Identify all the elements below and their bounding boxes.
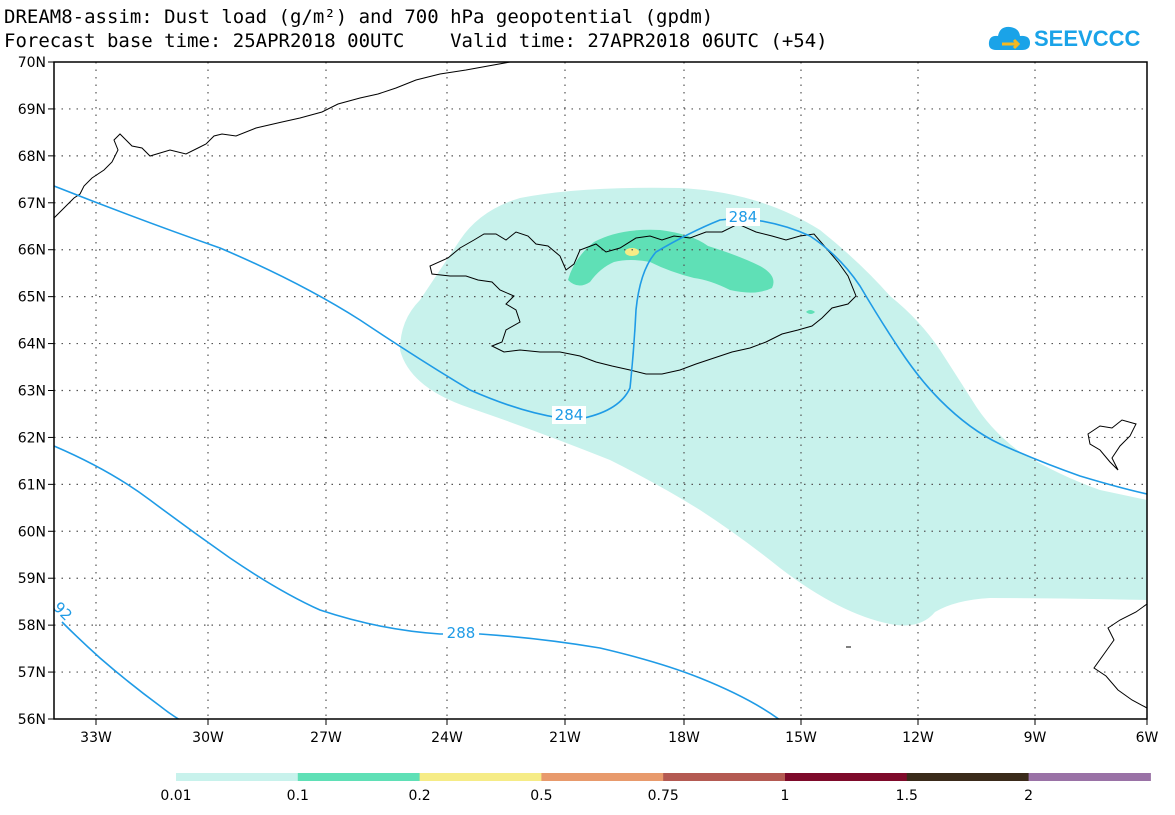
- contour-288: [54, 445, 780, 719]
- dust-area-high: [625, 248, 639, 256]
- lon-label: 15W: [785, 730, 817, 746]
- lon-label: 21W: [549, 730, 581, 746]
- legend-swatch: [906, 773, 1030, 781]
- contour-label: 284: [555, 406, 584, 424]
- logo-text: SEEVCCC: [1034, 26, 1141, 51]
- lat-label: 56N: [18, 712, 46, 728]
- lon-label: 9W: [1024, 730, 1047, 746]
- lon-label: 6W: [1136, 730, 1159, 746]
- lat-label: 62N: [18, 430, 46, 446]
- lat-label: 60N: [18, 524, 46, 540]
- legend-label: 1.5: [896, 788, 918, 804]
- lon-label: 18W: [668, 730, 700, 746]
- legend-label: 0.5: [530, 788, 552, 804]
- dust-area-mid: [568, 229, 774, 293]
- legend-swatch: [176, 773, 299, 781]
- lat-label: 59N: [18, 571, 46, 587]
- legend-swatch: [1028, 773, 1151, 781]
- contour-labels: 284 284 288 92: [54, 208, 760, 642]
- map-subtitle: Forecast base time: 25APR2018 00UTC Vali…: [4, 30, 828, 52]
- greenland-coast: [54, 62, 511, 219]
- legend-label: 1: [781, 788, 790, 804]
- map-grid: [54, 62, 1147, 719]
- legend-swatch: [663, 773, 786, 781]
- latitude-labels: 70N 69N 68N 67N 66N 65N 64N 63N 62N 61N 60N 59N 58N 5…: [18, 55, 46, 728]
- lat-label: 67N: [18, 196, 46, 212]
- lat-label: 58N: [18, 618, 46, 634]
- lat-label: 66N: [18, 243, 46, 259]
- legend-label: 0.75: [648, 788, 679, 804]
- legend-label: 2: [1024, 788, 1033, 804]
- dust-area-mid-spot: [806, 310, 815, 314]
- lat-label: 57N: [18, 665, 46, 681]
- lon-label: 27W: [310, 730, 342, 746]
- contour-284: [54, 185, 1147, 495]
- legend-label: 0.1: [287, 788, 309, 804]
- longitude-labels: 33W 30W 27W 24W 21W 18W 15W 12W 9W 6W: [80, 730, 1158, 746]
- scotland-coast: [1093, 603, 1147, 709]
- contour-label: 284: [729, 208, 758, 226]
- legend-swatch: [785, 773, 908, 781]
- map-content: 284 284 288 92: [54, 62, 1147, 719]
- geopotential-contours: [54, 185, 1147, 719]
- lat-label: 61N: [18, 477, 46, 493]
- legend-swatch: [297, 773, 421, 781]
- legend-label: 0.2: [408, 788, 430, 804]
- lat-label: 65N: [18, 290, 46, 306]
- seevccc-logo: SEEVCCC: [988, 20, 1158, 60]
- lat-label: 63N: [18, 384, 46, 400]
- map-title: DREAM8-assim: Dust load (g/m²) and 700 h…: [4, 6, 714, 28]
- lon-label: 12W: [902, 730, 934, 746]
- iceland-coast: [429, 223, 857, 375]
- cloud-icon: [988, 26, 1030, 50]
- legend-swatch: [541, 773, 664, 781]
- lon-label: 24W: [431, 730, 463, 746]
- lon-label: 30W: [192, 730, 224, 746]
- color-legend: 0.01 0.1 0.2 0.5 0.75 1 1.5 2: [160, 773, 1151, 804]
- legend-label: 0.01: [160, 788, 191, 804]
- faroe-coast: [1087, 419, 1137, 471]
- lat-label: 68N: [18, 149, 46, 165]
- contour-292: [61, 621, 180, 719]
- coastlines: [54, 62, 1147, 709]
- legend-swatch: [419, 773, 542, 781]
- lat-label: 69N: [18, 102, 46, 118]
- lat-label: 70N: [18, 55, 46, 71]
- lon-label: 33W: [80, 730, 112, 746]
- contour-label: 288: [447, 624, 476, 642]
- axis-ticks: [48, 61, 1148, 725]
- lat-label: 64N: [18, 337, 46, 353]
